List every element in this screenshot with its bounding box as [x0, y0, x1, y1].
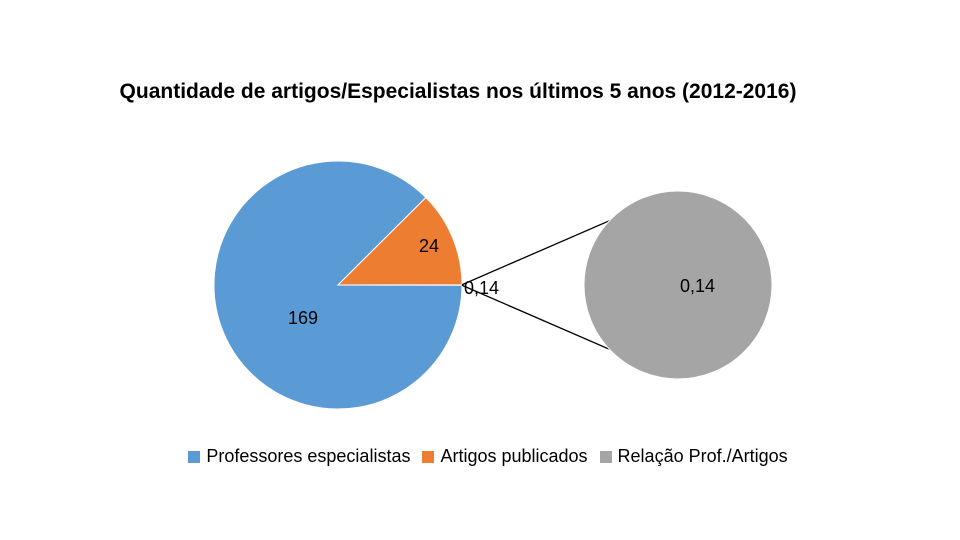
- pie-slice-artigos-publicados: [336, 196, 463, 286]
- legend-item-artigos-publicados: Artigos publicados: [422, 446, 588, 467]
- legend-swatch: [599, 450, 612, 463]
- legend: Professores especialistas Artigos publica…: [0, 446, 960, 467]
- data-label-relacao-prof-artigos: 0,14: [464, 278, 499, 298]
- main-pie: [213, 160, 463, 410]
- legend-swatch: [188, 450, 201, 463]
- legend-label: Professores especialistas: [206, 446, 411, 466]
- legend-item-professores-especialistas: Professores especialistas: [188, 446, 410, 467]
- legend-item-relacao-prof-artigos: Relação Prof./Artigos: [599, 446, 788, 467]
- legend-swatch: [422, 450, 435, 463]
- chart-title: Quantidade de artigos/Especialistas nos …: [119, 80, 797, 103]
- legend-label: Relação Prof./Artigos: [617, 446, 788, 466]
- data-label-professores-especialistas: 169: [288, 308, 318, 328]
- data-label-secondary-relacao-prof-artigos: 0,14: [680, 276, 715, 296]
- secondary-pie: [583, 190, 773, 380]
- data-label-artigos-publicados: 24: [419, 236, 439, 256]
- data-labels: 169 24 0,14 0,14: [288, 236, 715, 328]
- secondary-slice-relacao-prof-artigos: [583, 190, 773, 380]
- legend-label: Artigos publicados: [440, 446, 588, 466]
